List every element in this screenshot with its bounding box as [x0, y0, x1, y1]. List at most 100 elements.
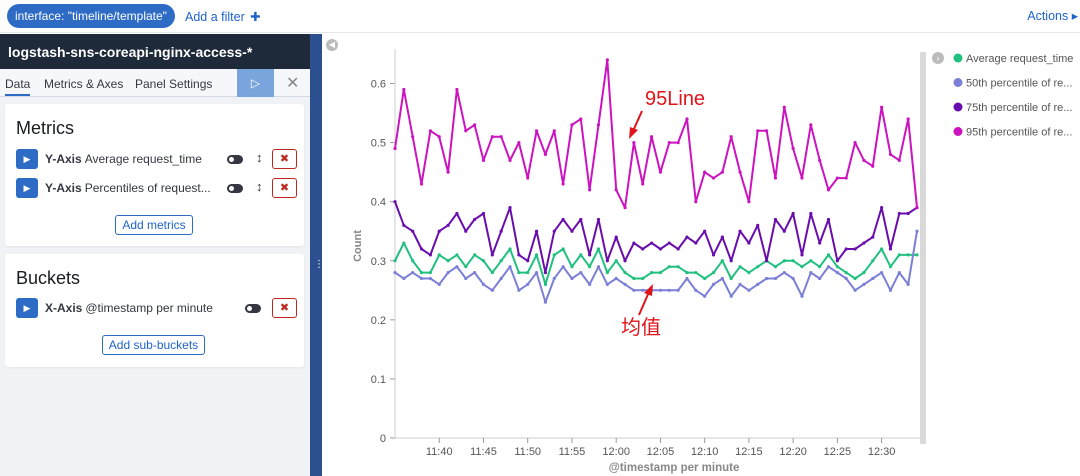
add-sub-buckets-button[interactable]: Add sub-buckets	[102, 335, 205, 355]
data-point	[508, 265, 512, 269]
data-point	[490, 270, 494, 275]
data-point	[473, 217, 477, 222]
data-point	[596, 247, 601, 251]
remove-button[interactable]: ✖	[272, 149, 297, 169]
data-point	[711, 176, 716, 180]
tab-data[interactable]: Data	[5, 77, 31, 96]
data-point	[552, 129, 556, 133]
toggle-icon[interactable]	[227, 184, 243, 193]
data-point	[393, 200, 397, 204]
data-point	[499, 229, 503, 233]
series-line	[394, 58, 918, 209]
tab-panel-settings[interactable]: Panel Settings	[135, 77, 213, 91]
data-point	[658, 170, 663, 174]
chevron-right-icon: ›	[936, 55, 940, 65]
expand-icon[interactable]: ▶	[16, 178, 38, 198]
expand-icon[interactable]: ▶	[16, 149, 38, 169]
data-point	[517, 270, 521, 275]
legend-toggle-icon[interactable]	[932, 52, 944, 64]
legend-item[interactable]: 75th percentile of re...	[953, 102, 1073, 114]
data-point	[552, 253, 556, 257]
data-point	[641, 247, 645, 251]
remove-button[interactable]: ✖	[272, 178, 297, 198]
data-point	[464, 129, 468, 133]
data-point	[534, 229, 539, 233]
buckets-panel: Buckets ▶ X-Axis @timestamp per minute ✖ …	[5, 254, 304, 367]
data-point	[782, 229, 786, 233]
add-metrics-button[interactable]: Add metrics	[115, 215, 193, 235]
data-point	[906, 282, 910, 286]
data-point	[499, 259, 503, 263]
bucket-label: X-Axis @timestamp per minute	[45, 301, 213, 315]
data-point	[632, 276, 636, 281]
data-point	[844, 176, 848, 180]
data-point	[747, 270, 751, 275]
tab-metrics-axes[interactable]: Metrics & Axes	[44, 77, 124, 91]
drag-handle-icon[interactable]: ↕	[256, 179, 263, 194]
filter-pill[interactable]: interface: "timeline/template"	[7, 4, 175, 28]
data-point	[481, 158, 486, 162]
data-point	[481, 282, 486, 286]
data-point	[906, 253, 910, 257]
editor-sidebar: logstash-sns-coreapi-nginx-access-* Data…	[0, 34, 310, 476]
data-point	[455, 265, 459, 269]
x-tick-label: 12:15	[735, 446, 763, 458]
data-point	[446, 170, 450, 174]
toggle-icon[interactable]	[245, 304, 261, 313]
data-point	[605, 259, 609, 263]
close-icon[interactable]: ✕	[286, 75, 300, 92]
data-point	[517, 141, 521, 145]
y-tick-label: 0.3	[371, 256, 386, 268]
legend-swatch	[953, 53, 963, 63]
data-point	[570, 229, 574, 233]
annotation-95line: 95Line	[645, 88, 705, 110]
toggle-icon[interactable]	[227, 155, 243, 164]
data-point	[773, 265, 778, 269]
data-point	[906, 211, 910, 216]
data-point	[437, 282, 441, 286]
data-point	[720, 259, 724, 263]
data-point	[720, 235, 724, 239]
data-point	[543, 270, 548, 275]
y-tick-label: 0.1	[371, 374, 386, 386]
data-point	[579, 117, 583, 121]
buckets-heading: Buckets	[16, 268, 81, 288]
actions-menu[interactable]: Actions ▸	[1027, 9, 1078, 23]
drag-handle-icon[interactable]: ↕	[256, 150, 263, 165]
data-point	[897, 158, 901, 162]
data-point	[614, 188, 618, 192]
legend-item[interactable]: 95th percentile of re...	[953, 127, 1073, 139]
visualization-area: ◀ 0 0.1 0.2 0.3 0.4 0.5 0.6 11:40 11:45 11:50 11:5…	[322, 34, 1080, 476]
metrics-panel: Metrics ▶ Y-Axis Average request_time ↕ ✖…	[5, 104, 304, 246]
x-tick-label: 12:25	[824, 446, 852, 458]
metric-row: ▶ Y-Axis Percentiles of request... ↕ ✖	[16, 178, 301, 198]
legend-item[interactable]: 50th percentile of re...	[953, 78, 1073, 90]
annotation-arrowhead	[644, 284, 653, 296]
data-point	[552, 229, 556, 233]
data-point	[623, 282, 627, 286]
y-tick-label: 0.2	[371, 315, 386, 327]
data-point	[437, 253, 441, 257]
data-point	[871, 276, 875, 281]
metrics-heading: Metrics	[16, 118, 74, 138]
expand-icon[interactable]: ▶	[16, 298, 38, 318]
add-filter-link[interactable]: Add a filter ✚	[185, 9, 261, 24]
data-point	[632, 141, 636, 145]
data-point	[773, 176, 778, 180]
legend-label: 75th percentile of re...	[966, 102, 1072, 114]
remove-button[interactable]: ✖	[272, 298, 297, 318]
data-point	[844, 276, 848, 281]
data-point	[703, 276, 707, 281]
sidebar-resize-handle[interactable]: ⋮	[310, 34, 324, 476]
collapse-sidebar-icon[interactable]: ◀	[326, 39, 338, 51]
data-point	[747, 200, 751, 204]
data-point	[428, 253, 432, 257]
data-point	[826, 265, 831, 269]
apply-changes-button[interactable]: ▷	[237, 69, 274, 97]
legend-item[interactable]: Average request_time	[953, 53, 1074, 65]
data-point	[915, 206, 919, 210]
data-point	[747, 241, 751, 245]
data-point	[773, 217, 778, 222]
data-point	[880, 105, 884, 109]
data-point	[667, 141, 671, 145]
